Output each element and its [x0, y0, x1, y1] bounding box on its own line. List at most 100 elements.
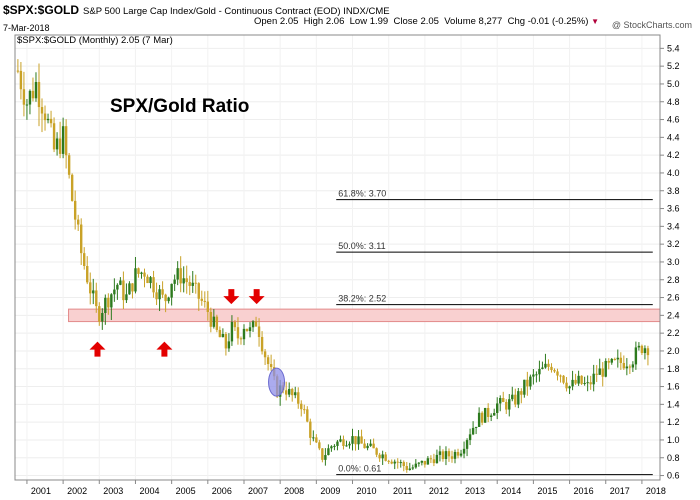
- price-bar-body: [227, 341, 231, 349]
- y-tick-label: 2.0: [667, 346, 680, 356]
- price-bar-body: [104, 297, 107, 314]
- price-bar-body: [574, 379, 577, 384]
- y-tick-label: 1.6: [667, 382, 680, 392]
- price-bar-body: [441, 451, 445, 460]
- price-bar-body: [260, 336, 264, 352]
- y-tick-label: 2.8: [667, 275, 680, 285]
- price-bar-body: [134, 268, 137, 292]
- price-bar-body: [318, 442, 321, 449]
- price-bar-body: [345, 445, 348, 447]
- price-bar-body: [646, 348, 650, 356]
- title-row: $SPX:$GOLD S&P 500 Large Cap Index/Gold -…: [3, 1, 390, 19]
- price-bar-body: [52, 123, 56, 150]
- price-bar-body: [116, 284, 119, 290]
- price-bar-body: [586, 382, 589, 384]
- price-bar-body: [489, 415, 493, 417]
- price-bar-body: [348, 443, 351, 446]
- price-bar-body: [191, 282, 194, 286]
- description: S&P 500 Large Cap Index/Gold - Continuou…: [83, 6, 390, 17]
- price-bar-body: [89, 282, 92, 294]
- price-bar-body: [70, 174, 74, 201]
- price-bar-body: [532, 374, 535, 377]
- price-bar-body: [25, 104, 29, 106]
- price-bar-body: [360, 436, 363, 444]
- price-bar-body: [514, 394, 517, 405]
- price-bar-body: [76, 219, 80, 225]
- fib-label: 0.0%: 0.61: [338, 464, 381, 474]
- y-tick-label: 3.2: [667, 239, 680, 249]
- chg-down-icon: ▼: [591, 17, 599, 26]
- price-bar-body: [248, 327, 252, 332]
- x-tick-label: 2014: [501, 486, 521, 496]
- price-bar-body: [170, 283, 173, 298]
- price-bar-body: [423, 460, 427, 465]
- plot-frame: [14, 34, 661, 481]
- price-bar-body: [122, 280, 125, 301]
- price-bar-body: [161, 289, 164, 295]
- price-bar-body: [462, 448, 466, 454]
- price-bar-body: [146, 276, 149, 284]
- y-tick-label: 4.4: [667, 132, 680, 142]
- price-bar-body: [598, 368, 601, 375]
- y-tick-label: 2.6: [667, 293, 680, 303]
- price-bar-body: [381, 454, 384, 459]
- price-bar-body: [483, 407, 487, 423]
- price-bar-body: [245, 328, 249, 332]
- price-bar-body: [453, 451, 457, 459]
- price-bar-body: [619, 357, 623, 363]
- price-bar-body: [251, 321, 255, 328]
- y-tick-label: 4.2: [667, 150, 680, 160]
- price-bar-body: [224, 333, 228, 349]
- fib-label: 50.0%: 3.11: [338, 241, 385, 251]
- price-bar-body: [40, 107, 44, 114]
- price-bar-body: [92, 290, 95, 294]
- price-bar-body: [303, 409, 306, 411]
- price-bar-body: [387, 460, 390, 462]
- price-bar-body: [541, 367, 544, 369]
- price-bar-body: [230, 321, 234, 342]
- price-bar-body: [468, 434, 472, 441]
- arrow-down-icon: [248, 289, 265, 305]
- price-bar-body: [330, 446, 333, 449]
- price-bar-body: [336, 441, 339, 446]
- price-bar-body: [206, 301, 210, 312]
- price-bar-body: [19, 70, 23, 90]
- highlight-ellipse: [268, 367, 286, 397]
- price-bar-body: [390, 461, 393, 464]
- price-bar-body: [553, 370, 556, 372]
- x-tick-label: 2012: [429, 486, 449, 496]
- price-bar-body: [200, 298, 203, 301]
- ohlc-readout: Open 2.05 High 2.06 Low 1.99 Close 2.05 …: [254, 16, 599, 27]
- price-bar-body: [137, 268, 140, 274]
- price-bar-body: [263, 351, 267, 358]
- price-bar-body: [34, 82, 38, 99]
- price-bar-body: [95, 290, 98, 307]
- price-bar-body: [327, 448, 330, 456]
- x-tick-label: 2009: [320, 486, 340, 496]
- price-bar-body: [369, 443, 372, 446]
- price-bar-body: [333, 445, 336, 447]
- price-bar-body: [384, 454, 387, 461]
- price-bar-body: [589, 382, 592, 385]
- price-bar-body: [83, 253, 86, 266]
- price-bar-body: [28, 90, 32, 105]
- price-bar-body: [321, 448, 324, 460]
- price-bar-body: [218, 329, 222, 338]
- price-bar-body: [408, 468, 411, 470]
- price-bar-body: [236, 327, 240, 339]
- price-bar-body: [643, 348, 647, 354]
- price-bar-body: [266, 357, 270, 365]
- price-bar-body: [474, 426, 478, 428]
- x-tick-label: 2003: [103, 486, 123, 496]
- y-tick-label: 1.8: [667, 364, 680, 374]
- price-bar-body: [64, 126, 68, 156]
- price-bar-body: [164, 294, 167, 302]
- price-bar-body: [511, 394, 514, 400]
- price-bar-body: [125, 294, 128, 301]
- close-value: 2.05: [420, 16, 439, 27]
- price-bar-body: [613, 358, 616, 360]
- price-bar-body: [438, 451, 442, 455]
- price-bar-body: [215, 316, 219, 330]
- price-bar-body: [55, 138, 59, 150]
